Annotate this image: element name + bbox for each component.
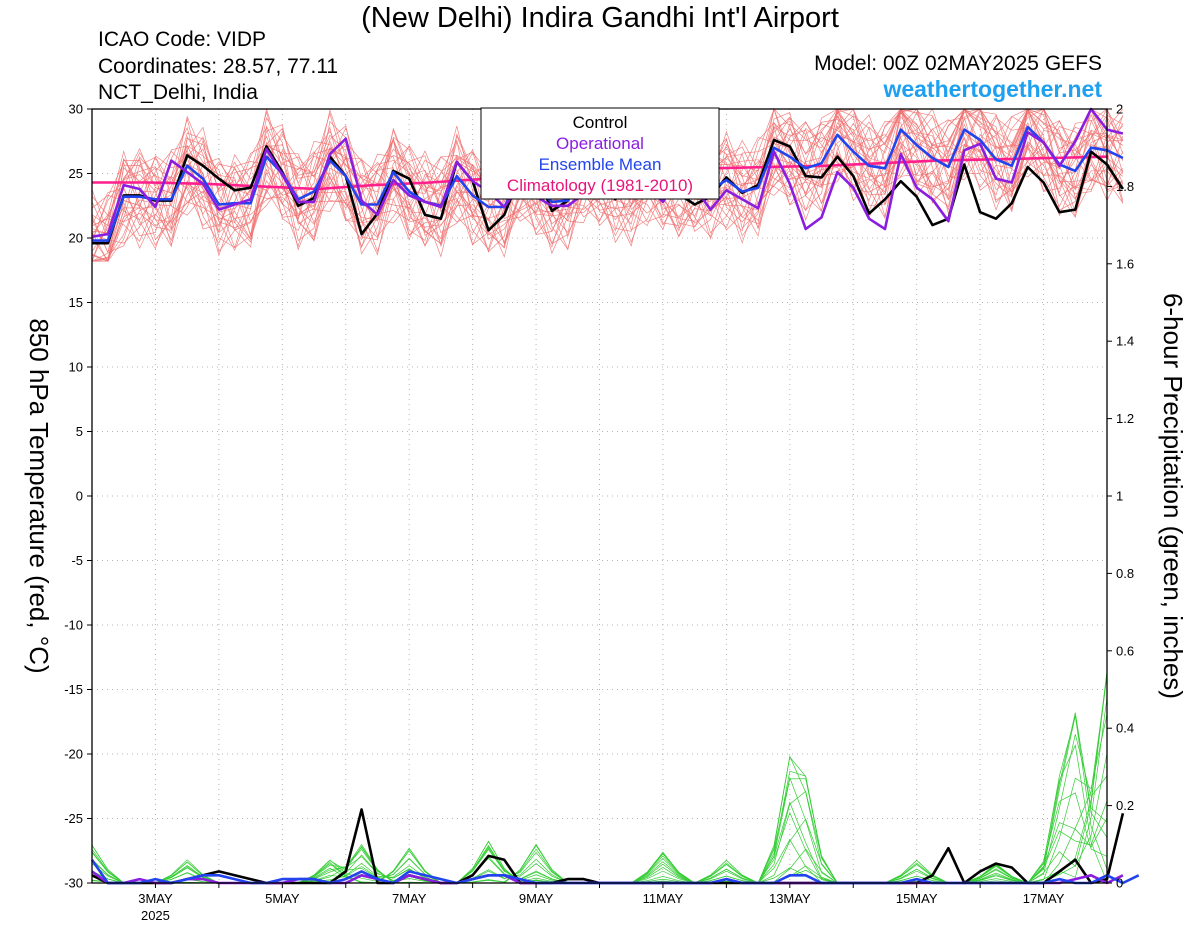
y-tick-label: 10 <box>69 360 83 375</box>
precipitation-member-line <box>91 674 1108 884</box>
legend-ensemble-mean: Ensemble Mean <box>539 155 662 174</box>
temperature-member-line <box>91 108 1124 254</box>
y2-tick-label: 0.4 <box>1116 721 1134 736</box>
y-tick-label: -10 <box>64 618 83 633</box>
y2-tick-label: 0.2 <box>1116 798 1134 813</box>
region: NCT_Delhi, India <box>98 81 258 104</box>
temperature-member-line <box>91 108 1124 254</box>
x-tick-label: 7MAY <box>392 891 427 906</box>
x-tick-label: 15MAY <box>896 891 938 906</box>
y2-axis-label: 6-hour Precipitation (green, inches) <box>1158 293 1188 699</box>
y2-tick-label: 1.6 <box>1116 256 1134 271</box>
control-precipitation-line <box>91 808 1125 885</box>
y2-tick-label: 1.4 <box>1116 334 1134 349</box>
y2-tick-label: 2 <box>1116 102 1123 117</box>
y2-tick-label: 0.6 <box>1116 643 1134 658</box>
y-tick-label: -30 <box>64 876 83 891</box>
legend-control: Control <box>573 113 628 132</box>
y-tick-label: 5 <box>76 424 83 439</box>
temperature-member-line <box>92 107 1124 262</box>
coordinates: Coordinates: 28.57, 77.11 <box>98 55 339 78</box>
y-tick-label: -20 <box>64 747 83 762</box>
y2-tick-label: 0 <box>1116 876 1123 891</box>
x-tick-label: 9MAY <box>519 891 554 906</box>
y2-tick-label: 1.8 <box>1116 179 1134 194</box>
x-tick-label: 3MAY <box>138 891 173 906</box>
precipitation-member-line <box>92 800 1108 884</box>
temperature-member-line <box>91 108 1124 258</box>
y-tick-label: -15 <box>64 682 83 697</box>
model-run: Model: 00Z 02MAY2025 GEFS <box>814 52 1102 75</box>
x-tick-year: 2025 <box>141 908 170 923</box>
precipitation-member-line <box>91 712 1108 884</box>
precipitation-member-line <box>91 670 1108 884</box>
y-tick-label: 0 <box>76 489 83 504</box>
precipitation-member-line <box>91 776 1108 884</box>
y-tick-label: -5 <box>71 553 83 568</box>
legend-box <box>480 107 720 200</box>
x-tick-label: 5MAY <box>265 891 300 906</box>
site-link[interactable]: weathertogether.net <box>883 76 1102 102</box>
y-tick-label: 20 <box>69 231 83 246</box>
y-tick-label: 15 <box>69 295 83 310</box>
y-tick-label: 25 <box>69 166 83 181</box>
chart-title: (New Delhi) Indira Gandhi Int'l Airport <box>361 2 839 34</box>
y2-tick-label: 1 <box>1116 489 1123 504</box>
y-tick-label: -25 <box>64 811 83 826</box>
series-lines <box>90 107 1140 885</box>
legend: Control Operational Ensemble Mean Climat… <box>480 107 720 200</box>
y-tick-label: 30 <box>69 102 83 117</box>
y2-axis-ticks: 2 1.8 1.6 1.4 1.2 1 0.8 0.6 0.4 0.2 0 <box>1107 102 1134 891</box>
y2-tick-label: 0.8 <box>1116 566 1134 581</box>
y-axis-ticks: 30 25 20 15 10 5 0 -5 -10 -15 -20 -25 -30 <box>64 102 92 891</box>
x-tick-label: 13MAY <box>769 891 811 906</box>
icao-code: ICAO Code: VIDP <box>98 28 267 51</box>
legend-climatology: Climatology (1981-2010) <box>507 176 693 195</box>
x-axis-ticks: 3MAY 2025 5MAY 7MAY 9MAY 11MAY 13MAY 15MAY 17MAY <box>138 883 1065 923</box>
x-tick-label: 11MAY <box>643 891 684 906</box>
y-axis-label: 850 hPa Temperature (red, °C) <box>24 318 54 673</box>
y2-tick-label: 1.2 <box>1116 411 1134 426</box>
precipitation-ensemble-members <box>91 670 1108 884</box>
legend-operational: Operational <box>556 134 644 153</box>
x-tick-label: 17MAY <box>1023 891 1065 906</box>
precipitation-member-line <box>91 697 1108 884</box>
